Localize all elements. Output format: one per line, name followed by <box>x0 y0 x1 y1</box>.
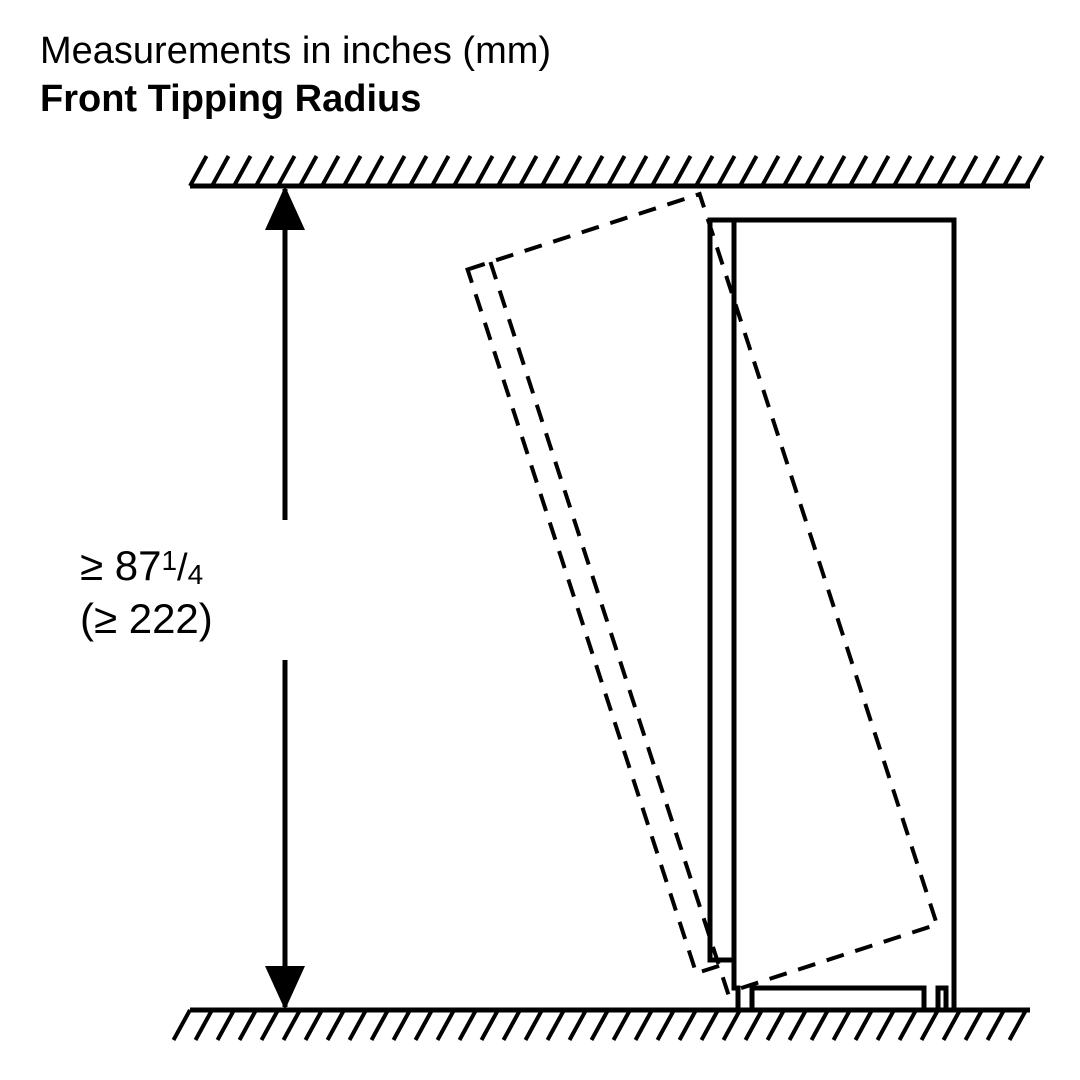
diagram-page: Measurements in inches (mm) Front Tippin… <box>0 0 1080 1080</box>
arrowhead-up-icon <box>265 186 305 230</box>
technical-drawing <box>0 0 1080 1080</box>
arrowhead-down-icon <box>265 966 305 1010</box>
